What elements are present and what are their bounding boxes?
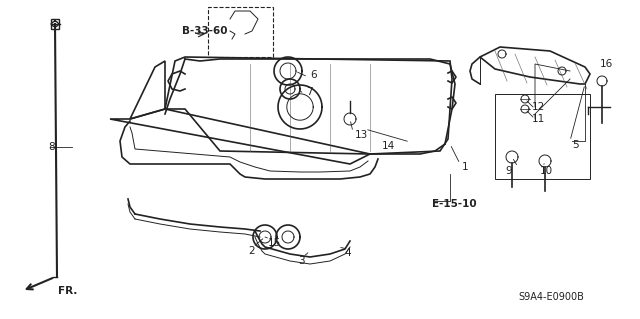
Text: 2: 2 — [248, 246, 255, 256]
Text: S9A4-E0900B: S9A4-E0900B — [518, 292, 584, 302]
Text: 10: 10 — [540, 166, 553, 176]
Text: 12: 12 — [532, 102, 545, 112]
Bar — [495, 94, 590, 179]
Text: 7: 7 — [306, 87, 312, 97]
Text: 13: 13 — [355, 130, 368, 140]
Bar — [51, 19, 59, 29]
Text: 15: 15 — [268, 238, 281, 248]
Text: 14: 14 — [382, 141, 396, 151]
Text: 5: 5 — [572, 140, 579, 150]
Text: 11: 11 — [532, 114, 545, 124]
Text: 3: 3 — [298, 256, 305, 266]
Text: 9: 9 — [505, 166, 511, 176]
Text: E-15-10: E-15-10 — [432, 199, 477, 209]
Text: 1: 1 — [462, 162, 468, 172]
Text: 4: 4 — [344, 248, 351, 258]
Bar — [208, 7, 273, 57]
Text: 6: 6 — [310, 70, 317, 80]
Text: 16: 16 — [600, 59, 613, 69]
Text: B-33-60: B-33-60 — [182, 26, 227, 36]
Text: 8: 8 — [48, 142, 54, 152]
Text: FR.: FR. — [58, 286, 77, 296]
